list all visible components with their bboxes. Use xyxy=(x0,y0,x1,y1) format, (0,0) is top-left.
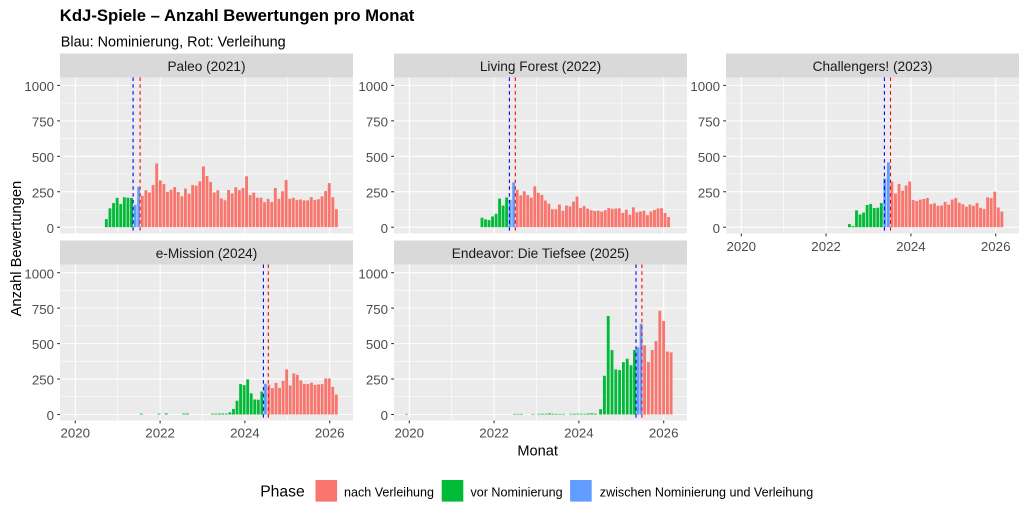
svg-text:750: 750 xyxy=(366,114,388,129)
svg-text:Challengers! (2023): Challengers! (2023) xyxy=(813,59,933,74)
svg-text:2024: 2024 xyxy=(564,426,594,441)
svg-text:vor Nominierung: vor Nominierung xyxy=(471,485,563,499)
svg-text:500: 500 xyxy=(366,337,388,352)
svg-text:zwischen Nominierung und Verle: zwischen Nominierung und Verleihung xyxy=(600,485,813,499)
svg-text:2026: 2026 xyxy=(315,426,345,441)
svg-text:750: 750 xyxy=(366,302,388,317)
svg-text:Blau: Nominierung, Rot: Verlei: Blau: Nominierung, Rot: Verleihung xyxy=(61,34,286,50)
svg-text:2024: 2024 xyxy=(896,239,926,254)
svg-text:2022: 2022 xyxy=(479,426,509,441)
svg-text:Endeavor: Die Tiefsee (2025): Endeavor: Die Tiefsee (2025) xyxy=(452,246,629,261)
svg-text:2020: 2020 xyxy=(727,239,757,254)
svg-text:1000: 1000 xyxy=(24,79,54,94)
svg-text:2020: 2020 xyxy=(61,426,91,441)
svg-text:Living Forest (2022): Living Forest (2022) xyxy=(480,59,601,74)
svg-text:750: 750 xyxy=(32,302,54,317)
svg-text:2024: 2024 xyxy=(230,426,260,441)
svg-text:500: 500 xyxy=(32,150,54,165)
svg-text:0: 0 xyxy=(47,221,54,236)
svg-text:e-Mission (2024): e-Mission (2024) xyxy=(156,246,258,261)
svg-text:500: 500 xyxy=(366,150,388,165)
svg-text:250: 250 xyxy=(32,185,54,200)
svg-text:2022: 2022 xyxy=(811,239,841,254)
svg-text:2022: 2022 xyxy=(145,426,175,441)
svg-text:Anzahl Bewertungen: Anzahl Bewertungen xyxy=(9,181,25,317)
svg-text:Monat: Monat xyxy=(517,444,558,460)
svg-text:1000: 1000 xyxy=(690,79,720,94)
svg-text:2026: 2026 xyxy=(981,239,1011,254)
svg-text:500: 500 xyxy=(32,337,54,352)
svg-text:1000: 1000 xyxy=(358,266,388,281)
svg-text:0: 0 xyxy=(381,221,388,236)
svg-text:Phase: Phase xyxy=(260,483,305,500)
svg-text:1000: 1000 xyxy=(358,79,388,94)
svg-text:250: 250 xyxy=(366,185,388,200)
svg-text:250: 250 xyxy=(698,185,720,200)
svg-text:0: 0 xyxy=(47,408,54,423)
svg-text:0: 0 xyxy=(381,408,388,423)
svg-text:2026: 2026 xyxy=(649,426,679,441)
svg-text:500: 500 xyxy=(698,150,720,165)
svg-text:250: 250 xyxy=(32,373,54,388)
svg-text:1000: 1000 xyxy=(24,266,54,281)
svg-text:2020: 2020 xyxy=(395,426,425,441)
svg-text:750: 750 xyxy=(32,114,54,129)
svg-text:nach Verleihung: nach Verleihung xyxy=(344,485,434,499)
svg-text:Paleo (2021): Paleo (2021) xyxy=(167,59,245,74)
svg-text:KdJ-Spiele – Anzahl Bewertunge: KdJ-Spiele – Anzahl Bewertungen pro Mona… xyxy=(60,6,415,25)
svg-text:250: 250 xyxy=(366,373,388,388)
svg-text:0: 0 xyxy=(713,221,720,236)
svg-text:750: 750 xyxy=(698,114,720,129)
